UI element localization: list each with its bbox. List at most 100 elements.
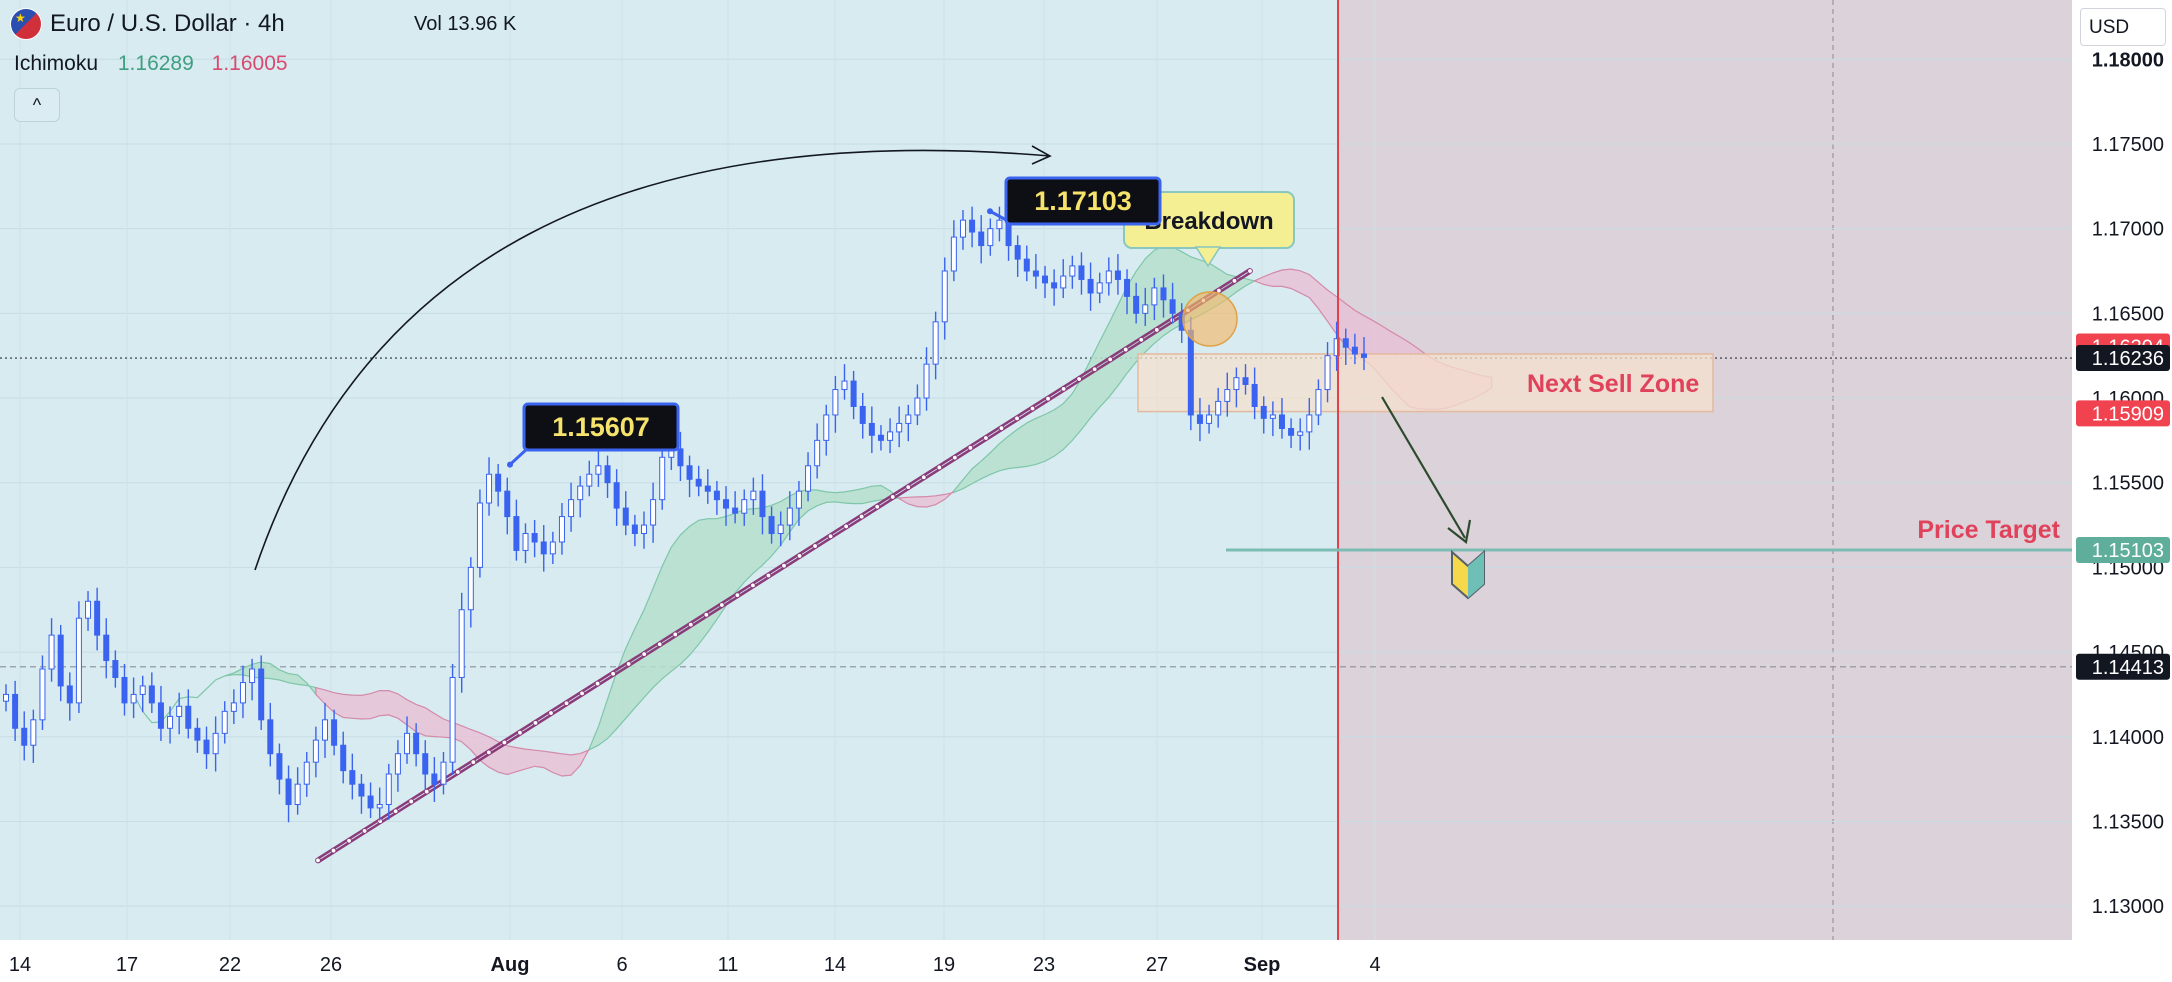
candle-body [741, 499, 748, 514]
candle-body [212, 732, 219, 755]
candle-body [732, 507, 739, 514]
candle-body [1342, 338, 1349, 348]
trendline-dot [734, 592, 741, 599]
arrow-head-icon [1447, 519, 1472, 544]
candle-body [331, 719, 338, 746]
candle-body [686, 465, 693, 480]
candle-body [531, 533, 538, 543]
candle-body [440, 761, 447, 785]
x-tick-label: 14 [9, 954, 31, 976]
candle-body [1278, 414, 1285, 430]
candle-body [1315, 389, 1322, 416]
trendline-layer[interactable] [315, 267, 1253, 864]
candle-body [1187, 329, 1194, 416]
trendline-dot [750, 582, 756, 589]
trendline-dot [501, 739, 508, 746]
candle-body [349, 770, 356, 785]
candle-body [1306, 414, 1313, 433]
beginner-badge-half [1468, 552, 1484, 598]
candle-body [959, 219, 966, 238]
candle-body [103, 634, 110, 662]
trendline-dot [563, 700, 570, 707]
x-tick-label: 6 [616, 954, 627, 976]
candle-body [1133, 295, 1140, 314]
candle-body [841, 380, 848, 391]
trendline-dot [765, 572, 772, 579]
volume-readout: Vol 13.96 K [414, 13, 516, 36]
candle-body [1251, 383, 1258, 407]
trendline-dot [532, 719, 539, 726]
candle-body [121, 676, 128, 704]
trendline-dot [1076, 376, 1083, 382]
trendline-dot [983, 435, 989, 441]
candle-body [969, 219, 976, 233]
symbol-title[interactable]: Euro / U.S. Dollar · 4h [50, 10, 285, 37]
trendline-dot [874, 503, 881, 510]
candle-body [640, 524, 647, 535]
candle-body [112, 660, 119, 678]
candle-body [185, 705, 192, 729]
trendline-dot [1014, 415, 1020, 422]
currency-selector[interactable]: USD [2080, 8, 2166, 46]
trendline-dot [548, 710, 554, 716]
future-shaded-area [1338, 0, 2072, 940]
arrow-head-icon [1031, 145, 1052, 165]
eur-usd-flag-icon [10, 8, 42, 40]
candle-body [258, 668, 265, 721]
candle-body [568, 499, 575, 518]
price-tag-text: 1.15103 [2092, 540, 2164, 562]
candle-body [613, 482, 620, 509]
y-tick-label: 1.16500 [2092, 303, 2164, 325]
indicator-name[interactable]: Ichimoku [14, 52, 99, 75]
annotations: 1.15607 Breakdown 1.17103 Price Target [254, 0, 2072, 940]
candle-body [631, 524, 638, 535]
candle-body [130, 693, 137, 704]
candle-body [604, 465, 611, 484]
trendline-dot [1045, 395, 1051, 402]
volume-value: 13.96 K [447, 13, 517, 35]
trendline-dot [625, 661, 632, 667]
candle-body [923, 363, 930, 399]
candle-body [404, 732, 411, 755]
candle-body [94, 600, 101, 636]
chevron-up-icon[interactable]: ^ [14, 88, 60, 122]
trendline-dot [905, 484, 912, 491]
candle-body [832, 389, 839, 416]
trendline-dot [610, 670, 617, 677]
candle-body [1242, 377, 1249, 385]
candle-body [249, 668, 256, 684]
candle-body [1169, 299, 1176, 314]
candle-body [1069, 265, 1076, 277]
candle-body [1324, 355, 1331, 391]
candle-body [859, 405, 866, 424]
trendline-dot [718, 602, 725, 608]
trendline-dot [1029, 405, 1036, 412]
trendline-dot [858, 513, 865, 520]
indicator-legend[interactable]: Ichimoku 1.16289 1.16005 [14, 52, 288, 76]
candle-body [996, 219, 1003, 230]
candle-body [1151, 287, 1158, 306]
y-tick-label: 1.13000 [2092, 896, 2164, 918]
candle-body [221, 710, 228, 734]
trendline-dot [392, 808, 399, 815]
breakdown-marker [1182, 291, 1238, 347]
callout-pointer [508, 446, 530, 466]
price-callout-1 [522, 402, 680, 452]
candle-body [3, 693, 9, 702]
price-axis-background [2072, 0, 2172, 982]
y-tick-label: 1.15500 [2092, 473, 2164, 495]
price-tag [2076, 536, 2170, 563]
grid-lines [0, 0, 2072, 940]
trendline-dot [1247, 268, 1253, 274]
trendline-dot [843, 523, 850, 530]
price-tag-text: 1.16236 [2092, 348, 2164, 370]
candle-body [659, 456, 666, 501]
candle-body [558, 516, 565, 543]
candle-body [431, 773, 438, 785]
symbol-header[interactable]: Euro / U.S. Dollar · 4h [10, 8, 285, 40]
candle-body [1014, 245, 1021, 260]
candle-body [941, 270, 948, 323]
candle-body [85, 600, 92, 619]
